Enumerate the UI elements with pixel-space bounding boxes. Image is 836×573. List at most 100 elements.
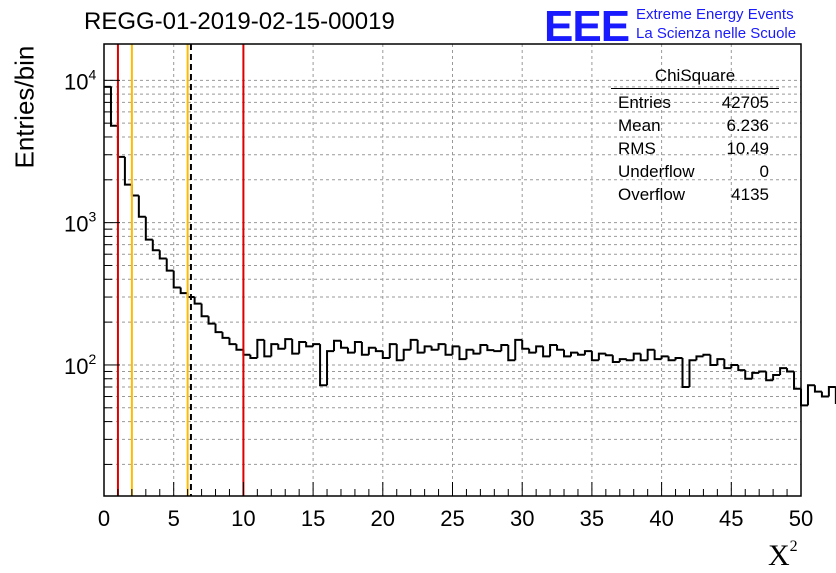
histogram-bin — [432, 346, 439, 349]
histogram-bin — [355, 342, 362, 353]
histogram-bin — [334, 341, 341, 351]
histogram-bin — [683, 358, 690, 387]
histogram-bin — [139, 196, 146, 217]
histogram-bin — [473, 350, 480, 354]
histogram-bin — [508, 345, 515, 360]
histogram-bin — [717, 359, 724, 365]
stats-label: Mean — [618, 114, 661, 137]
histogram-bin — [243, 350, 250, 355]
x-axis-label: X2 — [768, 538, 798, 573]
x-tick-label: 5 — [168, 506, 180, 531]
histogram-bin — [167, 258, 174, 270]
histogram-bin — [703, 355, 710, 357]
stats-label: Underflow — [618, 160, 695, 183]
histogram-bin — [787, 368, 794, 371]
histogram-bin — [620, 359, 627, 362]
histogram-bin — [689, 360, 696, 387]
histogram-bin — [264, 340, 271, 356]
histogram-bin — [362, 342, 369, 355]
histogram-bin — [724, 359, 731, 368]
histogram-bin — [710, 355, 717, 365]
histogram-bin — [376, 348, 383, 351]
histogram-bin — [383, 351, 390, 358]
histogram-bin — [669, 356, 676, 360]
histogram-bin — [627, 359, 634, 360]
histogram-bin — [634, 354, 641, 361]
histogram-bin — [759, 371, 766, 372]
y-tick-label: 104 — [64, 66, 96, 94]
eee-logo: EEE — [544, 2, 629, 52]
histogram-bin — [564, 350, 571, 357]
x-tick-label: 10 — [231, 506, 255, 531]
histogram-bin — [466, 350, 473, 359]
y-tick-base: 10 — [64, 354, 88, 379]
histogram-bin — [216, 324, 223, 332]
histogram-bin — [522, 340, 529, 349]
stats-label: RMS — [618, 137, 656, 160]
stats-value: 42705 — [722, 91, 769, 114]
x-tick-label: 20 — [371, 506, 395, 531]
x-axis-label-base: X — [768, 539, 790, 572]
histogram-bin — [439, 344, 446, 350]
histogram-bin — [397, 344, 404, 360]
histogram-bin — [773, 375, 780, 380]
histogram-bin — [536, 346, 543, 352]
stats-label: Overflow — [618, 183, 685, 206]
histogram-bin — [446, 344, 453, 355]
histogram-bin — [578, 353, 585, 355]
x-tick-label: 45 — [719, 506, 743, 531]
x-tick-label: 30 — [510, 506, 534, 531]
histogram-bin — [752, 373, 759, 379]
histogram-bin — [529, 349, 536, 353]
histogram-bin — [348, 348, 355, 353]
histogram-bin — [592, 351, 599, 360]
histogram-bin — [285, 339, 292, 349]
histogram-bin — [585, 351, 592, 355]
histogram-bin — [299, 342, 306, 354]
histogram-bin — [111, 87, 118, 126]
histogram-bin — [501, 345, 508, 351]
histogram-bin — [794, 371, 801, 388]
stats-value: 10.49 — [726, 137, 769, 160]
histogram-bin — [195, 297, 202, 304]
histogram-bin — [125, 157, 132, 185]
histogram-bin — [236, 344, 243, 350]
histogram-bin — [494, 350, 501, 351]
y-tick-exponent: 4 — [88, 66, 96, 82]
histogram-bin — [822, 392, 829, 397]
histogram-bin — [662, 356, 669, 359]
y-tick-exponent: 3 — [88, 209, 96, 225]
histogram-bin — [313, 344, 320, 346]
histogram-bin — [571, 353, 578, 357]
logo-line-2: La Scienza nelle Scuole — [636, 25, 796, 42]
logo-line-1: Extreme Energy Events — [636, 6, 794, 23]
x-axis-label-sup: 2 — [790, 538, 798, 555]
histogram-bin — [613, 355, 620, 362]
histogram-bin — [801, 389, 808, 406]
histogram-bin — [487, 345, 494, 350]
histogram-bin — [278, 344, 285, 349]
y-tick-label: 103 — [64, 209, 96, 237]
histogram-bin — [515, 340, 522, 360]
histogram-bin — [599, 354, 606, 361]
histogram-bin — [641, 354, 648, 361]
histogram-bin — [327, 351, 334, 385]
histogram-bin — [676, 358, 683, 360]
histogram-bin — [425, 346, 432, 352]
histogram-bin — [369, 348, 376, 355]
histogram-bin — [132, 185, 139, 196]
x-tick-label: 15 — [301, 506, 325, 531]
histogram-bin — [543, 346, 550, 356]
histogram-bin — [815, 385, 822, 391]
stats-title: ChiSquare — [611, 66, 779, 89]
histogram-bin — [418, 340, 425, 353]
histogram-bin — [292, 339, 299, 354]
x-tick-label: 40 — [649, 506, 673, 531]
histogram-bin — [202, 304, 209, 317]
histogram-bin — [557, 345, 564, 350]
y-tick-base: 10 — [64, 212, 88, 237]
histogram-bin — [731, 365, 738, 368]
